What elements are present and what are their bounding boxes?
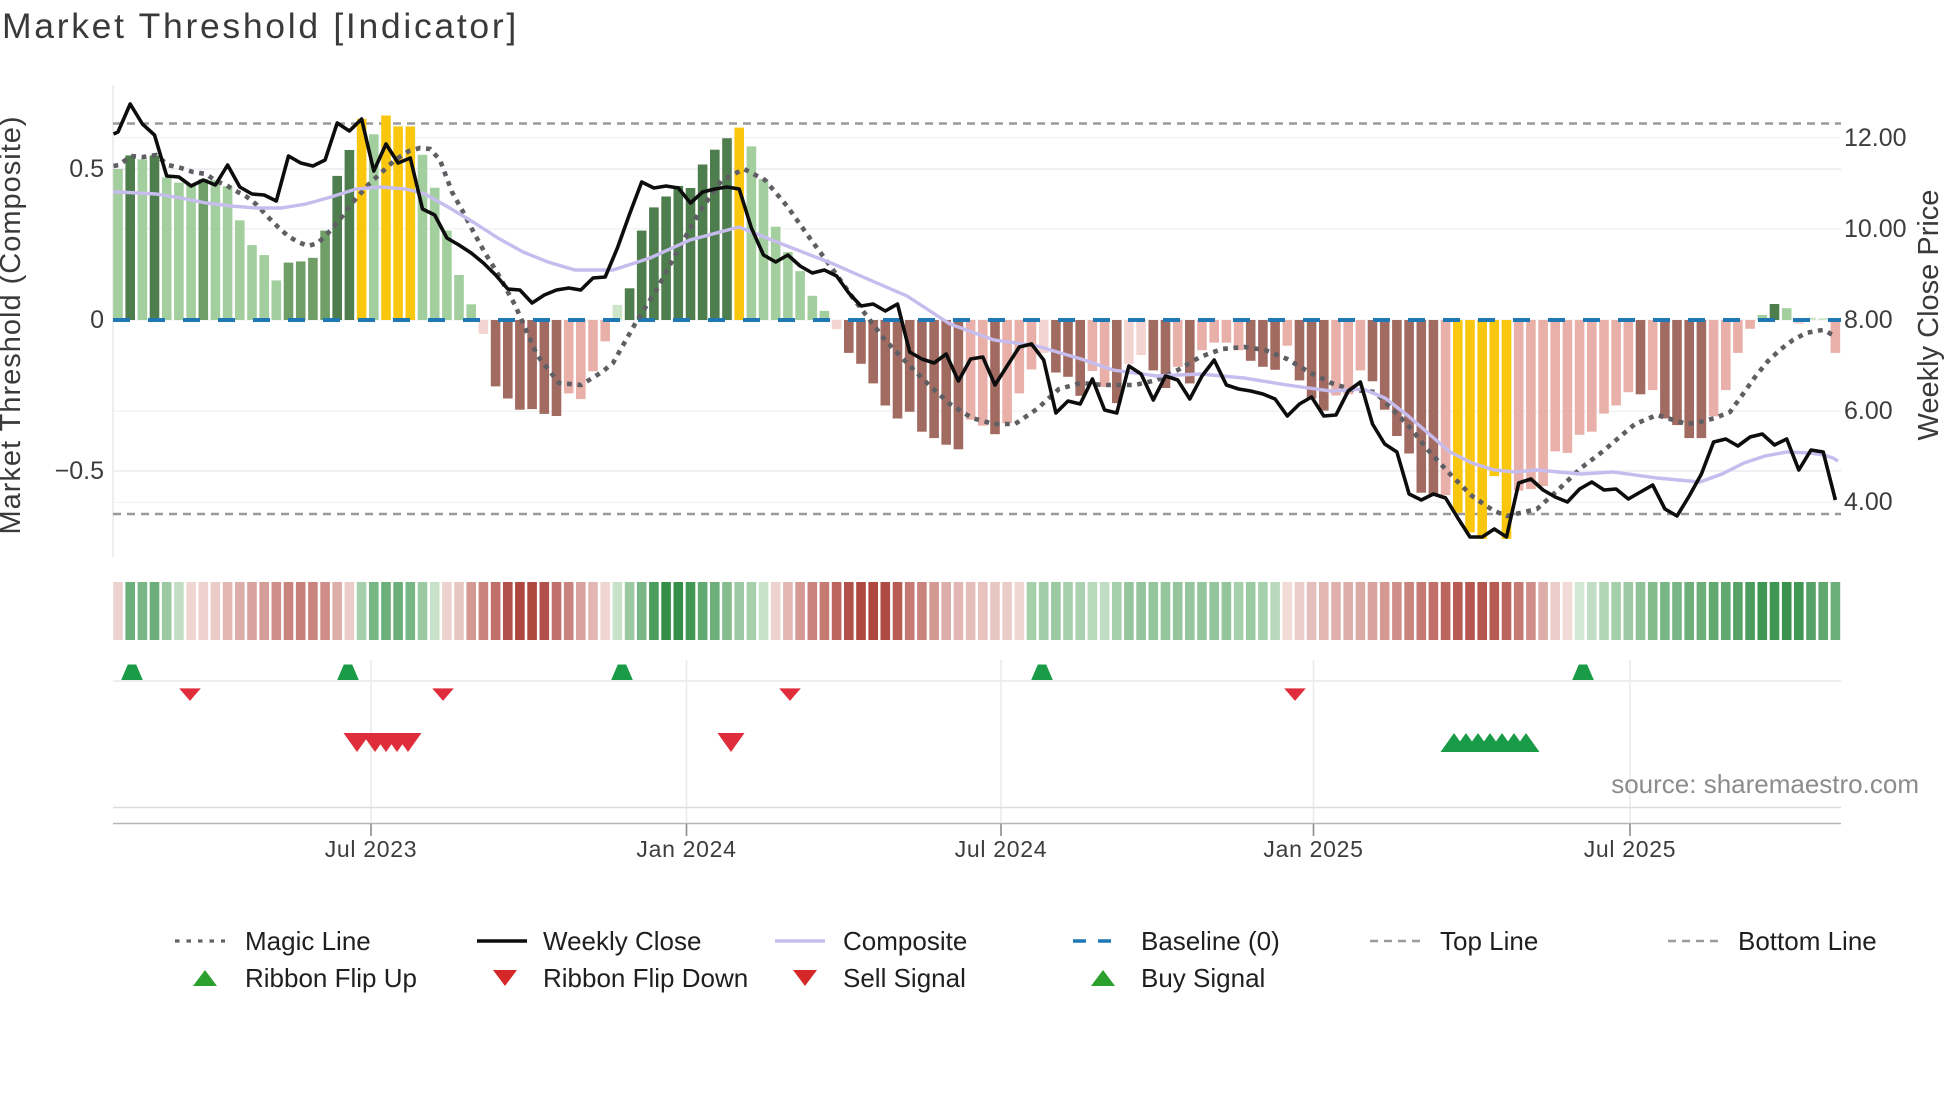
svg-text:Jul 2025: Jul 2025 xyxy=(1584,836,1677,862)
svg-text:0: 0 xyxy=(90,306,104,334)
svg-text:Bottom Line: Bottom Line xyxy=(1738,926,1877,956)
svg-text:source: sharemaestro.com: source: sharemaestro.com xyxy=(1611,769,1919,799)
svg-text:12.00: 12.00 xyxy=(1844,124,1907,152)
svg-text:10.00: 10.00 xyxy=(1844,215,1907,243)
svg-text:Market Threshold (Composite): Market Threshold (Composite) xyxy=(0,115,27,534)
svg-text:Ribbon Flip Down: Ribbon Flip Down xyxy=(543,963,748,993)
svg-text:4.00: 4.00 xyxy=(1844,488,1893,516)
svg-text:Sell Signal: Sell Signal xyxy=(843,963,966,993)
svg-text:Jul 2023: Jul 2023 xyxy=(325,836,418,862)
svg-text:6.00: 6.00 xyxy=(1844,397,1893,425)
svg-text:Magic Line: Magic Line xyxy=(245,926,371,956)
svg-text:0.5: 0.5 xyxy=(69,155,104,183)
svg-text:Weekly Close: Weekly Close xyxy=(543,926,701,956)
svg-text:Buy Signal: Buy Signal xyxy=(1141,963,1265,993)
svg-text:Composite: Composite xyxy=(843,926,967,956)
svg-text:Jul 2024: Jul 2024 xyxy=(955,836,1048,862)
svg-text:Weekly Close Price: Weekly Close Price xyxy=(1913,190,1945,441)
svg-text:8.00: 8.00 xyxy=(1844,306,1893,334)
svg-text:Jan 2024: Jan 2024 xyxy=(636,836,736,862)
svg-text:Jan 2025: Jan 2025 xyxy=(1263,836,1363,862)
svg-text:Market Threshold [Indicator]: Market Threshold [Indicator] xyxy=(2,6,519,46)
svg-text:Baseline (0): Baseline (0) xyxy=(1141,926,1280,956)
svg-text:−0.5: −0.5 xyxy=(55,457,104,485)
svg-text:Top Line: Top Line xyxy=(1440,926,1538,956)
svg-text:Ribbon Flip Up: Ribbon Flip Up xyxy=(245,963,417,993)
